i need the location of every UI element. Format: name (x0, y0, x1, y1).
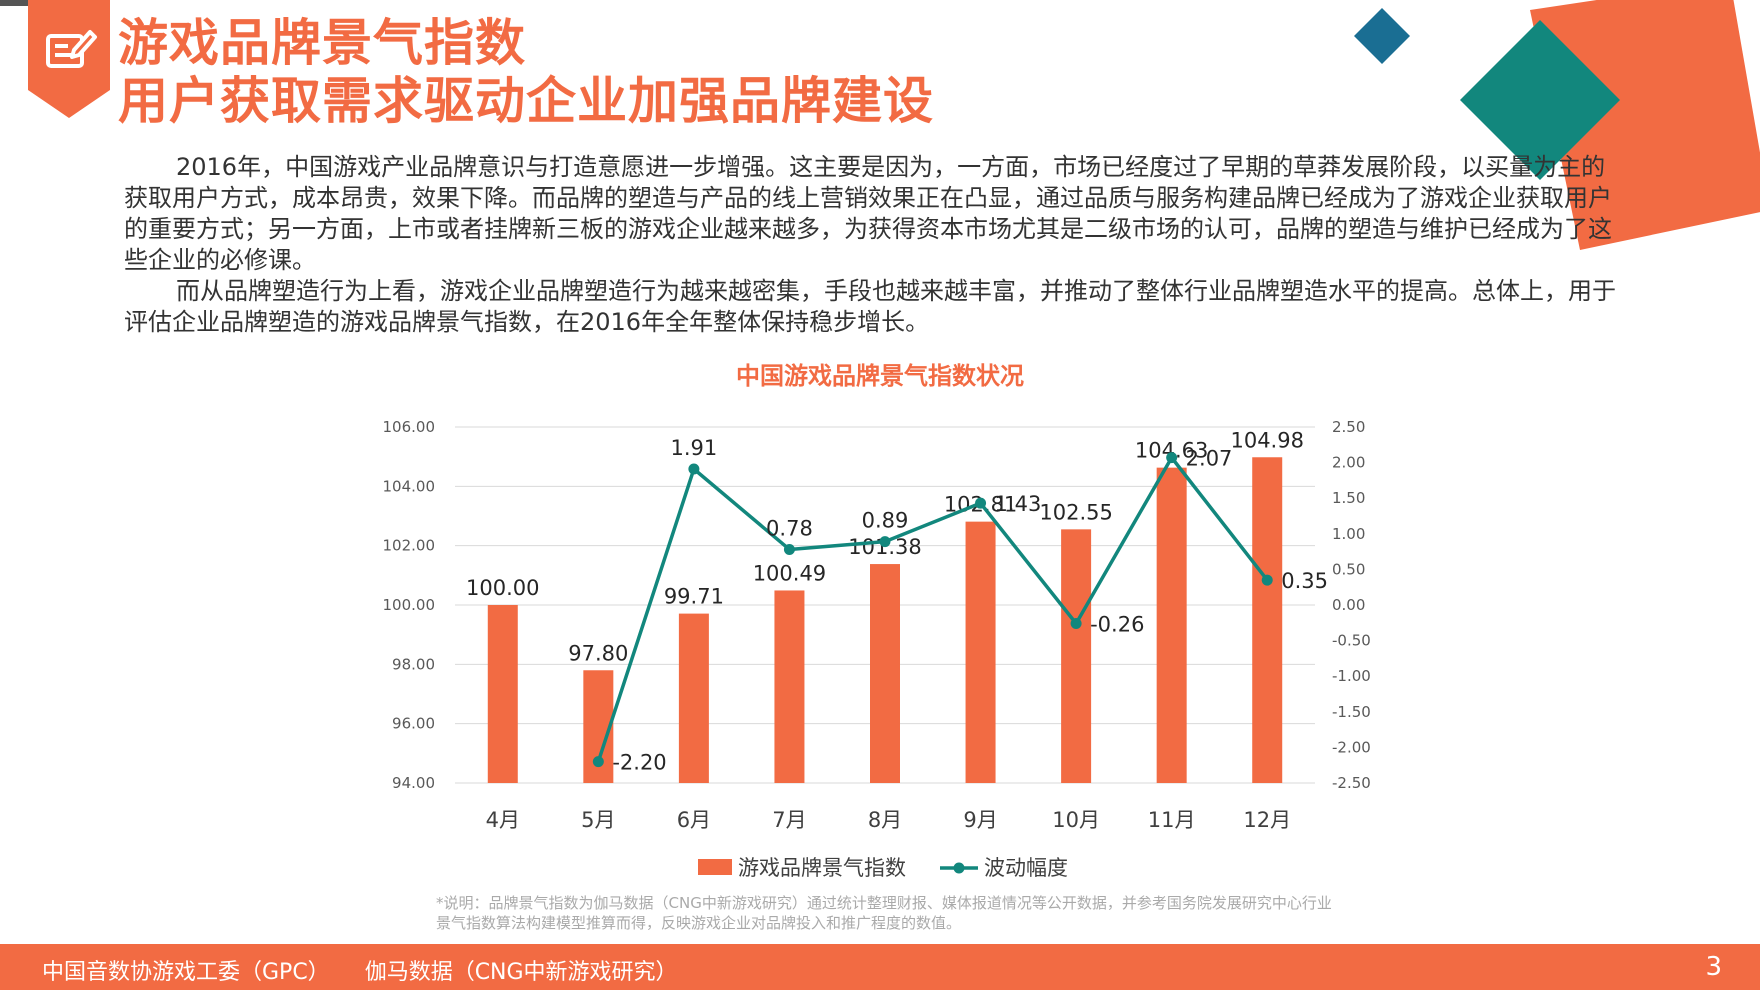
line-value-label: 0.89 (862, 509, 909, 533)
legend-swatch-point (953, 862, 965, 874)
line-point (975, 497, 987, 509)
y-left-tick-label: 104.00 (383, 477, 436, 495)
y-left-tick-label: 106.00 (383, 418, 436, 436)
bar (870, 564, 900, 783)
line-point (592, 756, 604, 768)
page-title: 游戏品牌景气指数 用户获取需求驱动企业加强品牌建设 (118, 14, 934, 130)
y-right-tick-label: 1.00 (1332, 525, 1365, 543)
x-tick-label: 12月 (1243, 808, 1291, 832)
line-value-label: 0.78 (766, 516, 813, 540)
y-right-tick-label: 1.50 (1332, 489, 1365, 507)
x-tick-label: 6月 (677, 808, 711, 832)
x-tick-label: 9月 (963, 808, 997, 832)
bar (487, 605, 518, 783)
bar (774, 590, 805, 783)
line-point (879, 536, 891, 548)
bar (965, 521, 996, 783)
y-left-tick-label: 102.00 (383, 537, 436, 555)
line-point (1261, 574, 1273, 586)
page-title-line1: 游戏品牌景气指数 (118, 14, 526, 72)
y-right-tick-label: 0.50 (1332, 560, 1365, 578)
line-point (783, 543, 795, 555)
footnote: *说明：品牌景气指数为伽马数据（CNG中新游戏研究）通过统计整理财报、媒体报道情… (436, 894, 1332, 932)
line-point (1070, 618, 1082, 630)
bar-value-label: 100.49 (753, 561, 826, 585)
y-right-tick-label: -2.00 (1332, 738, 1371, 756)
y-right-tick-label: -0.50 (1332, 632, 1371, 650)
decorative-diamonds (1354, 0, 1760, 250)
bar (1252, 457, 1283, 783)
x-tick-label: 11月 (1148, 808, 1196, 832)
intro-text: 2016年，中国游戏产业品牌意识与打造意愿进一步增强。这主要是因为，一方面，市场… (124, 152, 1624, 338)
line-series-path (596, 455, 1269, 763)
footer-source-cng: 伽马数据（CNG中新游戏研究） (364, 960, 678, 985)
line-value-label: 2.07 (1186, 447, 1233, 471)
footer-sources: 中国音数协游戏工委（GPC） 伽马数据（CNG中新游戏研究） (42, 954, 706, 986)
paragraph-2: 而从品牌塑造行为上看，游戏企业品牌塑造行为越来越密集，手段也越来越丰富，并推动了… (124, 277, 1616, 336)
y-right-tick-label: -2.50 (1332, 774, 1371, 792)
bar-value-label: 99.71 (664, 585, 724, 609)
y-left-tick-label: 98.00 (392, 655, 435, 673)
x-tick-label: 5月 (581, 808, 615, 832)
line-value-label: -0.26 (1090, 613, 1144, 637)
paragraph-1: 2016年，中国游戏产业品牌意识与打造意愿进一步增强。这主要是因为，一方面，市场… (124, 153, 1612, 274)
footer-bar: 中国音数协游戏工委（GPC） 伽马数据（CNG中新游戏研究） 3 (0, 944, 1760, 990)
y-left-tick-label: 94.00 (392, 774, 435, 792)
bar-value-label: 100.00 (466, 576, 539, 600)
edit-note-icon (46, 30, 97, 68)
legend-swatch-bar (698, 859, 732, 875)
bar-value-label: 102.55 (1039, 500, 1112, 524)
y-right-tick-label: 2.50 (1332, 418, 1365, 436)
page-number: 3 (1705, 952, 1722, 982)
line-value-label: 1.43 (995, 492, 1042, 516)
bar-value-label: 97.80 (568, 641, 628, 665)
line-value-label: -2.20 (612, 751, 666, 775)
legend-label-bar: 游戏品牌景气指数 (738, 856, 906, 880)
x-tick-label: 8月 (868, 808, 902, 832)
line-point (688, 463, 700, 475)
x-tick-label: 4月 (486, 808, 520, 832)
bar (1156, 467, 1187, 783)
y-left-tick-label: 100.00 (383, 596, 436, 614)
x-tick-label: 7月 (772, 808, 806, 832)
legend-label-line: 波动幅度 (984, 856, 1068, 880)
footer-source-gpc: 中国音数协游戏工委（GPC） (42, 960, 330, 985)
page-title-line2: 用户获取需求驱动企业加强品牌建设 (118, 72, 934, 130)
bar (1061, 529, 1092, 783)
title-badge (28, 0, 110, 118)
y-right-tick-label: 0.00 (1332, 596, 1365, 614)
chart-title: 中国游戏品牌景气指数状况 (736, 362, 1024, 390)
bar-value-label: 104.98 (1230, 428, 1303, 452)
y-right-tick-label: 2.00 (1332, 454, 1365, 472)
line-value-label: 1.91 (671, 436, 718, 460)
line-point (1166, 452, 1178, 464)
y-right-tick-label: -1.00 (1332, 667, 1371, 685)
y-left-tick-label: 96.00 (392, 715, 435, 733)
x-tick-label: 10月 (1052, 808, 1100, 832)
line-value-label: 0.35 (1281, 569, 1328, 593)
y-right-tick-label: -1.50 (1332, 703, 1371, 721)
bar (678, 613, 709, 783)
